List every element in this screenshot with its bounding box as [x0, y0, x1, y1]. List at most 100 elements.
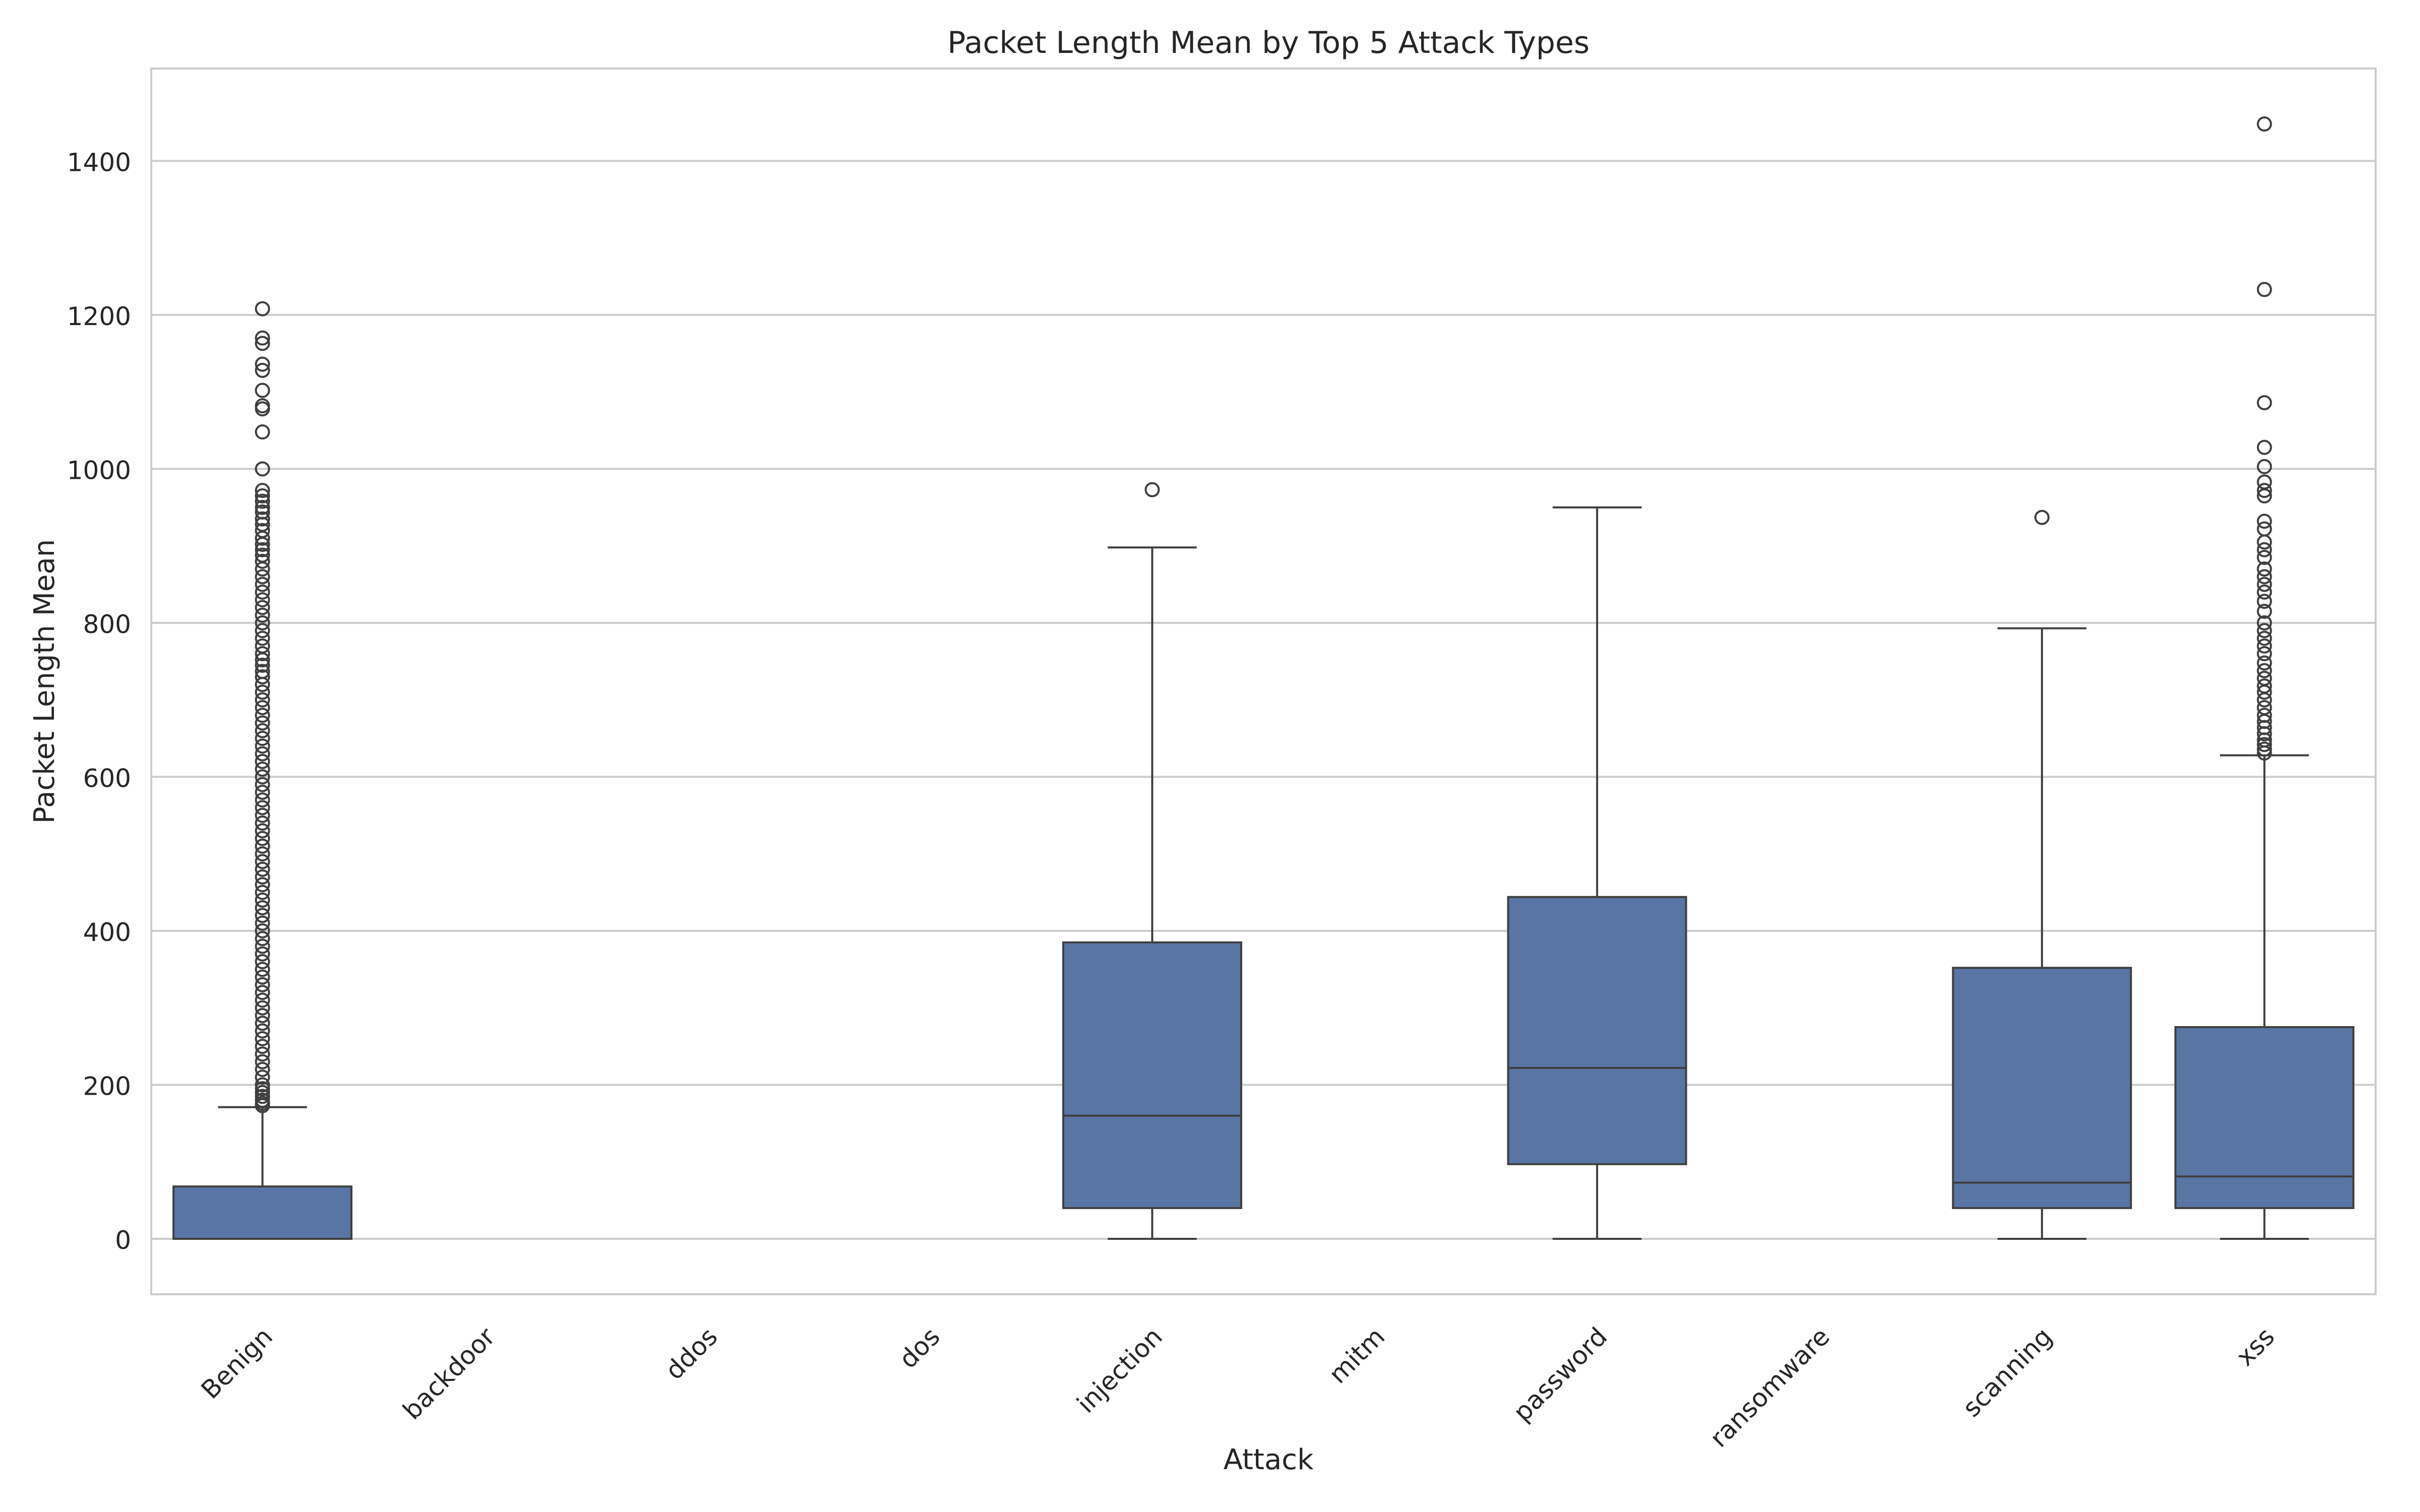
outlier-point [2257, 615, 2272, 631]
outlier-point [255, 1016, 270, 1031]
outlier-point [255, 723, 270, 738]
outlier-point [255, 537, 270, 552]
outlier-point [255, 954, 270, 970]
outlier-point [255, 1069, 270, 1085]
box-group-Benign [172, 301, 353, 1240]
outlier-point [255, 684, 270, 700]
outlier-point [255, 731, 270, 746]
outlier-point [255, 938, 270, 954]
outlier-point [2257, 603, 2272, 619]
outlier-point [2257, 684, 2272, 700]
outlier-point [255, 753, 270, 769]
outlier-point [2257, 459, 2272, 474]
box-group-password [1507, 506, 1687, 1240]
outlier-point [255, 569, 270, 585]
outlier-point [255, 962, 270, 977]
outlier-point [255, 356, 270, 372]
chart-title: Packet Length Mean by Top 5 Attack Types [947, 25, 1590, 60]
y-tick-label: 200 [83, 1072, 131, 1101]
outlier-point [255, 1000, 270, 1016]
outlier-point [255, 607, 270, 623]
y-axis-label: Packet Length Mean [28, 539, 61, 824]
outlier-point [255, 815, 270, 831]
outlier-point [255, 677, 270, 692]
outlier-point [255, 823, 270, 839]
box-iqr [1952, 967, 2132, 1209]
outlier-point [255, 969, 270, 985]
boxes [172, 116, 2354, 1240]
y-tick-label: 600 [83, 764, 131, 793]
outlier-point [2257, 745, 2272, 761]
outlier-point [255, 831, 270, 846]
outlier-point [255, 807, 270, 823]
y-tick-label: 0 [115, 1226, 131, 1255]
outlier-point [255, 561, 270, 577]
outlier-point [2257, 638, 2272, 654]
outlier-point [255, 1046, 270, 1062]
outlier-point [255, 931, 270, 947]
box-group-xss [2174, 116, 2354, 1240]
outlier-point [255, 869, 270, 885]
outlier-point [255, 336, 270, 351]
outlier-point [255, 383, 270, 398]
outlier-point [255, 846, 270, 862]
outlier-point [255, 1054, 270, 1069]
outlier-point [2257, 577, 2272, 592]
outlier-point [255, 854, 270, 869]
outlier-point [255, 1089, 270, 1104]
outlier-point [255, 401, 270, 417]
outlier-point [255, 652, 270, 668]
outlier-point [255, 1061, 270, 1077]
outlier-point [2257, 692, 2272, 708]
outlier-point [2257, 514, 2272, 529]
outlier-point [255, 1098, 270, 1113]
y-axis-tick-labels: 0 200 400 600 800 1000 1200 1400 [67, 148, 131, 1255]
outlier-point [255, 769, 270, 785]
box-iqr [2174, 1026, 2354, 1209]
outlier-point [2257, 663, 2272, 678]
outlier-point [2257, 439, 2272, 455]
y-tick-label: 800 [83, 610, 131, 639]
outlier-point [255, 784, 270, 800]
outlier-point [2257, 534, 2272, 550]
outlier-point [2257, 623, 2272, 639]
outlier-point [2257, 116, 2272, 132]
outlier-point [255, 838, 270, 854]
outlier-point [255, 600, 270, 615]
outlier-point [2257, 542, 2272, 557]
outlier-point [2257, 561, 2272, 577]
outlier-point [2257, 655, 2272, 671]
outlier-point [255, 623, 270, 639]
outlier-point [2257, 550, 2272, 565]
outlier-point [255, 708, 270, 723]
box-iqr [1062, 941, 1242, 1209]
outlier-point [255, 1031, 270, 1046]
outlier-point [255, 542, 270, 557]
outlier-point [255, 553, 270, 569]
plot-area-frame [150, 68, 2377, 1295]
outlier-point [255, 946, 270, 962]
outlier-point [255, 908, 270, 923]
outlier-point [255, 301, 270, 317]
outlier-point [255, 715, 270, 731]
outlier-point [255, 977, 270, 992]
outlier-point [255, 692, 270, 708]
outlier-point [255, 330, 270, 346]
outlier-point [255, 424, 270, 440]
box-group-scanning [1952, 510, 2132, 1240]
outlier-point [255, 777, 270, 792]
outlier-point [255, 746, 270, 762]
gridlines [151, 160, 2376, 1240]
outlier-point [255, 892, 270, 908]
outlier-point [255, 461, 270, 477]
outlier-point [2257, 483, 2272, 498]
outlier-point [255, 669, 270, 684]
outlier-point [255, 631, 270, 646]
outlier-point [255, 493, 270, 509]
outlier-point [255, 530, 270, 546]
outlier-point [2257, 395, 2272, 410]
outlier-point [255, 1023, 270, 1039]
outlier-point [255, 615, 270, 631]
outlier-point [255, 483, 270, 498]
